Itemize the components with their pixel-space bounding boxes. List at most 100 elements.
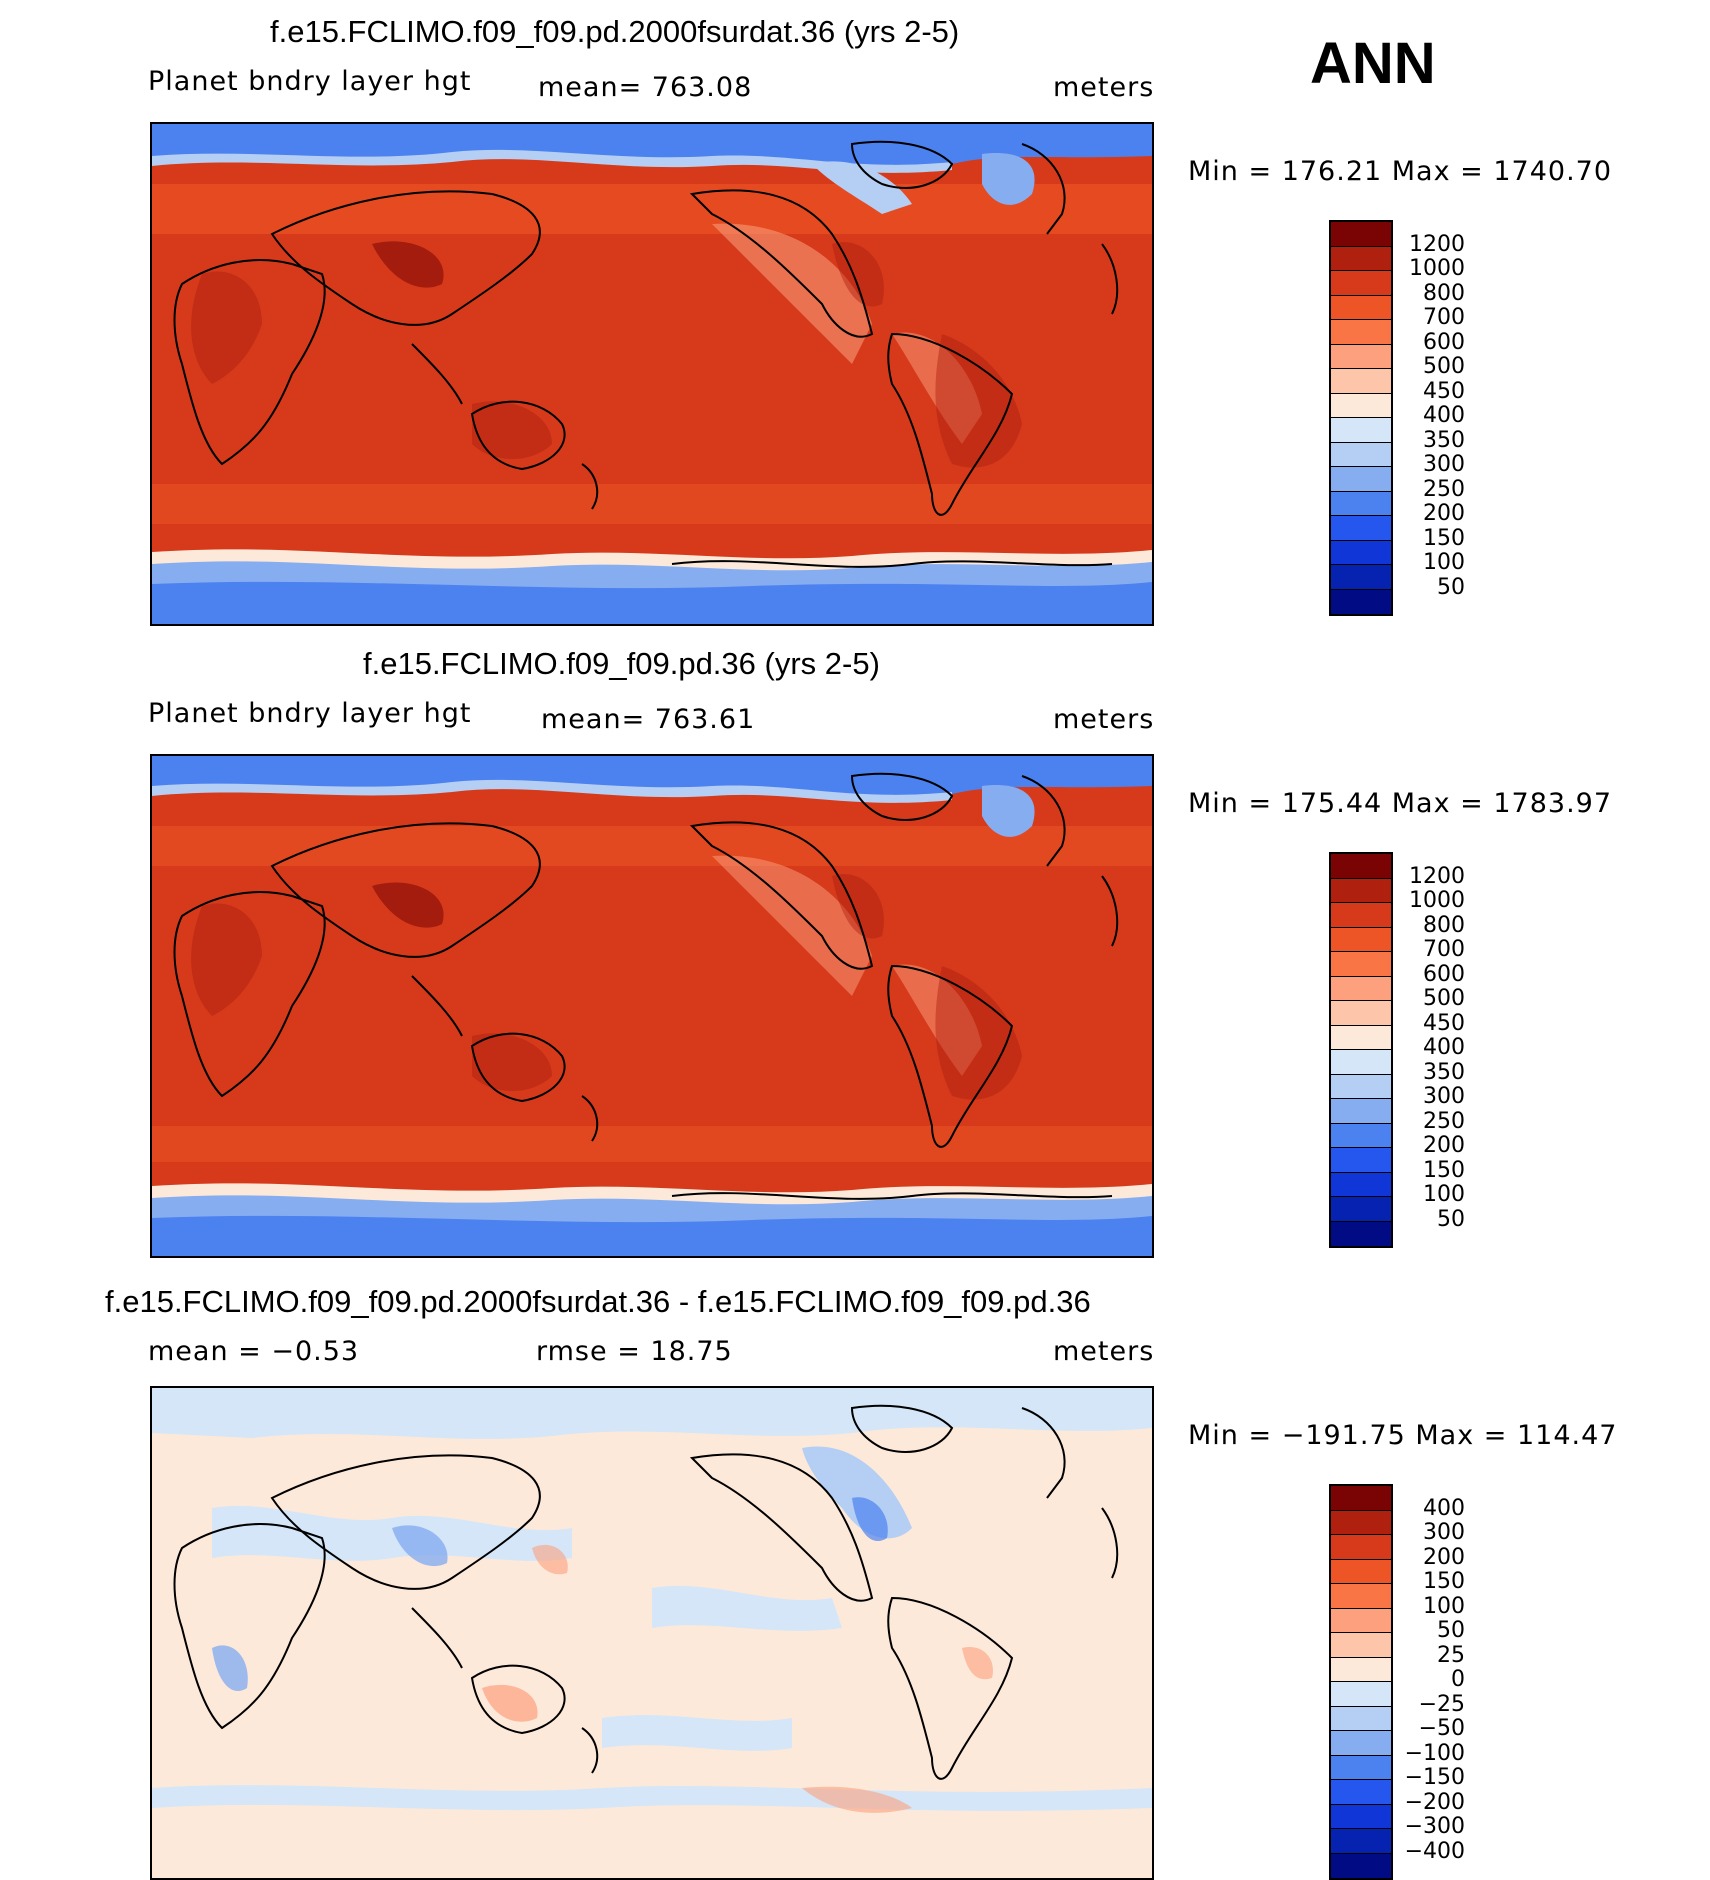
colorbar-tick-label: 250 [1423,476,1465,502]
colorbar-swatch [1331,952,1391,977]
colorbar-tick-label: 350 [1423,1059,1465,1085]
colorbar-swatch [1331,246,1391,271]
colorbar-swatch [1331,1755,1391,1780]
colorbar-tick-label: 1000 [1409,256,1465,281]
colorbar-tick-label: 450 [1423,1010,1465,1036]
colorbar-swatch [1331,1074,1391,1099]
colorbar-tick-label: 200 [1423,501,1465,526]
panel-2-colorbar-ticks: 1200 1000 800 700 600 500 450 400 350 300 250 200 15… [1395,852,1515,1244]
colorbar-tick-label: 300 [1423,1520,1465,1545]
colorbar-swatch [1331,903,1391,928]
colorbar-tick-label: 150 [1423,525,1465,551]
colorbar-swatch [1331,516,1391,541]
colorbar-tick-label: 500 [1423,986,1465,1011]
colorbar-swatch [1331,1025,1391,1050]
panel-1-variable-label: Planet bndry layer hgt [148,66,472,97]
colorbar-swatch [1331,927,1391,952]
panel-2-minmax: Min = 175.44 Max = 1783.97 [1188,788,1613,819]
colorbar-tick-label: 100 [1423,550,1465,575]
colorbar-swatch [1331,1535,1391,1560]
colorbar-swatch [1331,1099,1391,1124]
colorbar-tick-label: −100 [1404,1740,1465,1766]
colorbar-swatch [1331,1001,1391,1026]
colorbar-swatch [1331,1780,1391,1805]
colorbar-swatch [1331,1559,1391,1584]
panel-3-rmse-label: rmse = 18.75 [536,1336,733,1367]
panel-1-title: f.e15.FCLIMO.f09_f09.pd.2000fsurdat.36 (… [270,14,960,49]
panel-3-colorbar [1329,1484,1393,1880]
colorbar-tick-label: 200 [1423,1544,1465,1570]
colorbar-swatch [1331,1657,1391,1682]
panel-1-map-graphic [152,124,1152,624]
season-label: ANN [1310,31,1436,96]
colorbar-tick-label: 600 [1423,961,1465,987]
colorbar-tick-label: 50 [1437,1618,1465,1643]
colorbar-swatch [1331,565,1391,590]
panel-2-units-label: meters [1053,704,1155,735]
panel-3-map [150,1386,1154,1880]
colorbar-swatch [1331,1682,1391,1707]
colorbar-tick-label: 300 [1423,1084,1465,1109]
colorbar-tick-label: 1200 [1409,231,1465,257]
colorbar-tick-label: 1200 [1409,863,1465,889]
colorbar-swatch [1331,1584,1391,1609]
colorbar-swatch [1331,271,1391,296]
panel-1-colorbar-ticks: 1200 1000 800 700 600 500 450 400 350 300 250 200 15… [1395,220,1515,612]
colorbar-tick-label: 700 [1423,937,1465,962]
panel-2-map-graphic [152,756,1152,1256]
panel-1-units-label: meters [1053,72,1155,103]
colorbar-tick-label: −300 [1404,1814,1465,1839]
colorbar-tick-label: 350 [1423,427,1465,453]
colorbar-swatch [1331,369,1391,394]
colorbar-swatch [1331,589,1391,614]
panel-3-colorbar-ticks: 400 300 200 150 100 50 25 0 −25 −50 −100 −150 −200 −3… [1395,1484,1515,1876]
colorbar-tick-label: 300 [1423,452,1465,477]
colorbar-swatch [1331,1148,1391,1173]
colorbar-swatch [1331,1829,1391,1854]
colorbar-tick-label: 800 [1423,912,1465,938]
colorbar-swatch [1331,1172,1391,1197]
panel-3-title: f.e15.FCLIMO.f09_f09.pd.2000fsurdat.36 -… [105,1284,1091,1319]
colorbar-swatch [1331,442,1391,467]
colorbar-tick-label: −200 [1404,1789,1465,1815]
colorbar-tick-label: 700 [1423,305,1465,330]
colorbar-swatch [1331,1050,1391,1075]
colorbar-swatch [1331,1853,1391,1878]
panel-2-mean-label: mean= 763.61 [541,704,756,735]
colorbar-swatch [1331,1123,1391,1148]
colorbar-tick-label: 150 [1423,1157,1465,1183]
colorbar-swatch [1331,1731,1391,1756]
colorbar-tick-label: 1000 [1409,888,1465,913]
colorbar-tick-label: 25 [1437,1642,1465,1668]
colorbar-swatch [1331,854,1391,879]
panel-3-map-graphic [152,1388,1152,1878]
colorbar-swatch [1331,1197,1391,1222]
colorbar-swatch [1331,418,1391,443]
colorbar-tick-label: −150 [1404,1765,1465,1790]
colorbar-tick-label: 250 [1423,1108,1465,1134]
colorbar-swatch [1331,1706,1391,1731]
colorbar-tick-label: −50 [1418,1716,1465,1741]
colorbar-swatch [1331,1486,1391,1511]
colorbar-swatch [1331,1510,1391,1535]
colorbar-swatch [1331,344,1391,369]
colorbar-swatch [1331,393,1391,418]
colorbar-swatch [1331,295,1391,320]
colorbar-tick-label: 100 [1423,1182,1465,1207]
colorbar-tick-label: 500 [1423,354,1465,379]
colorbar-tick-label: 200 [1423,1133,1465,1158]
colorbar-swatch [1331,540,1391,565]
colorbar-tick-label: 400 [1423,1495,1465,1521]
colorbar-swatch [1331,222,1391,247]
colorbar-swatch [1331,491,1391,516]
colorbar-swatch [1331,878,1391,903]
panel-3-mean-label: mean = −0.53 [148,1336,360,1367]
colorbar-swatch [1331,1804,1391,1829]
colorbar-tick-label: 0 [1451,1667,1465,1692]
colorbar-tick-label: 450 [1423,378,1465,404]
colorbar-swatch [1331,1633,1391,1658]
colorbar-tick-label: 800 [1423,280,1465,306]
colorbar-swatch [1331,1608,1391,1633]
colorbar-swatch [1331,320,1391,345]
colorbar-tick-label: −400 [1404,1838,1465,1864]
